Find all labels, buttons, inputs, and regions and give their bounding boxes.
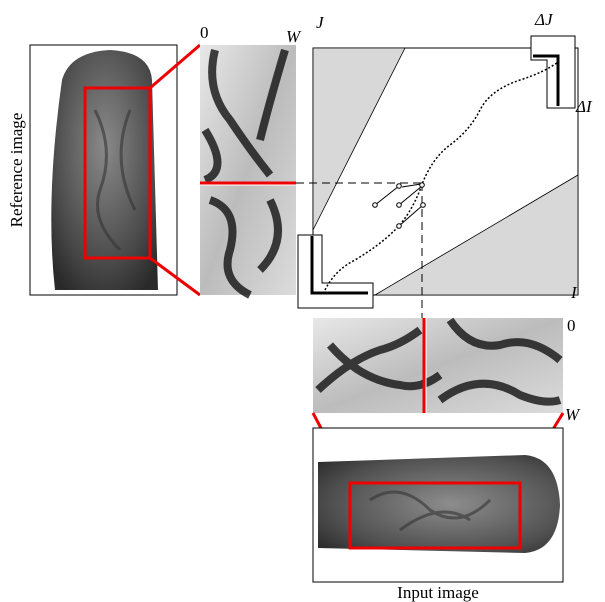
delta-j-label: ΔJ [534, 10, 554, 29]
crop-end-label: W [286, 27, 302, 46]
input-crop-end-label: W [565, 405, 581, 424]
dp-matrix [296, 36, 578, 318]
input-label: Input image [397, 583, 479, 602]
j-axis-label: J [316, 13, 325, 32]
input-image [313, 428, 563, 582]
reference-label: Reference image [7, 113, 26, 228]
input-crop-start-label: 0 [567, 316, 576, 335]
input-crop [313, 318, 563, 413]
figure: Reference image 0 W J ΔJ ΔI I 0 W [0, 0, 605, 602]
reference-crop [200, 45, 296, 295]
crop-start-label: 0 [200, 23, 209, 42]
delta-i-label: ΔI [575, 97, 593, 116]
